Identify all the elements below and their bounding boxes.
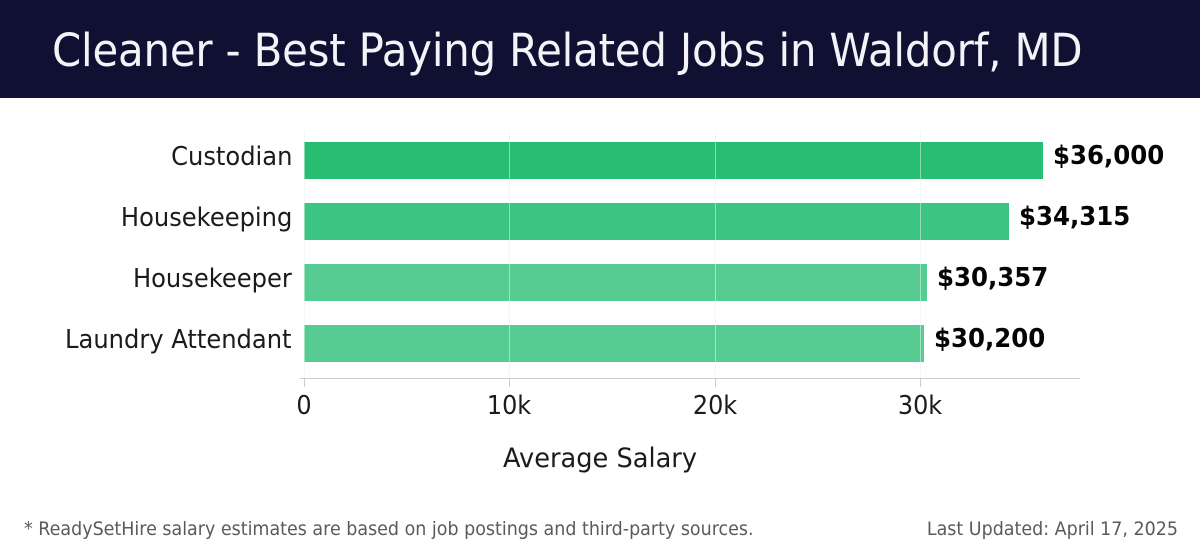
last-updated-text: Last Updated: April 17, 2025 <box>926 518 1178 540</box>
bar-category-label: Custodian <box>170 142 292 172</box>
bar-row: Housekeeping $34,315 <box>0 192 1200 252</box>
header-band: Cleaner - Best Paying Related Jobs in Wa… <box>0 0 1200 98</box>
bar-row: Custodian $36,000 <box>0 131 1200 191</box>
bar[interactable] <box>304 142 1044 179</box>
x-tick-mark-0 <box>304 378 305 387</box>
footnote-text: * ReadySetHire salary estimates are base… <box>24 518 754 540</box>
x-axis-title: Average Salary <box>502 443 698 474</box>
bar-category-label: Laundry Attendant <box>65 325 292 355</box>
page-title: Cleaner - Best Paying Related Jobs in Wa… <box>52 24 1083 77</box>
x-tick-mark-30k <box>920 378 921 387</box>
gridline-10k <box>509 131 511 378</box>
x-tick-mark-10k <box>509 378 511 387</box>
x-axis-baseline <box>300 378 1080 379</box>
gridline-overlay-30k <box>920 131 921 378</box>
gridline-20k <box>714 131 716 378</box>
x-tick-mark-20k <box>714 378 716 387</box>
gridline-0 <box>304 131 305 378</box>
bar-category-label: Housekeeper <box>133 264 292 294</box>
bar[interactable] <box>304 264 928 301</box>
gridline-overlay-0 <box>304 131 305 378</box>
bar-row: Laundry Attendant $30,200 <box>0 314 1200 374</box>
bar-value-label: $36,000 <box>1053 141 1165 171</box>
chart-plot-area: Custodian $36,000 Housekeeping $34,315 House… <box>0 98 1200 558</box>
bar-value-label: $30,200 <box>934 324 1046 354</box>
x-tick-label-20k: 20k <box>692 391 737 421</box>
x-tick-label-10k: 10k <box>487 391 532 421</box>
bar-value-label: $34,315 <box>1018 202 1130 232</box>
gridline-overlay-10k <box>509 131 511 378</box>
bar[interactable] <box>304 203 1009 240</box>
bar-value-label: $30,357 <box>937 263 1049 293</box>
bar-row: Housekeeper $30,357 <box>0 253 1200 313</box>
gridline-30k <box>920 131 921 378</box>
bar-category-label: Housekeeping <box>120 203 292 233</box>
gridline-overlay-20k <box>714 131 716 378</box>
x-tick-label-0: 0 <box>296 391 312 421</box>
x-tick-label-30k: 30k <box>897 391 943 421</box>
bar[interactable] <box>304 325 925 362</box>
